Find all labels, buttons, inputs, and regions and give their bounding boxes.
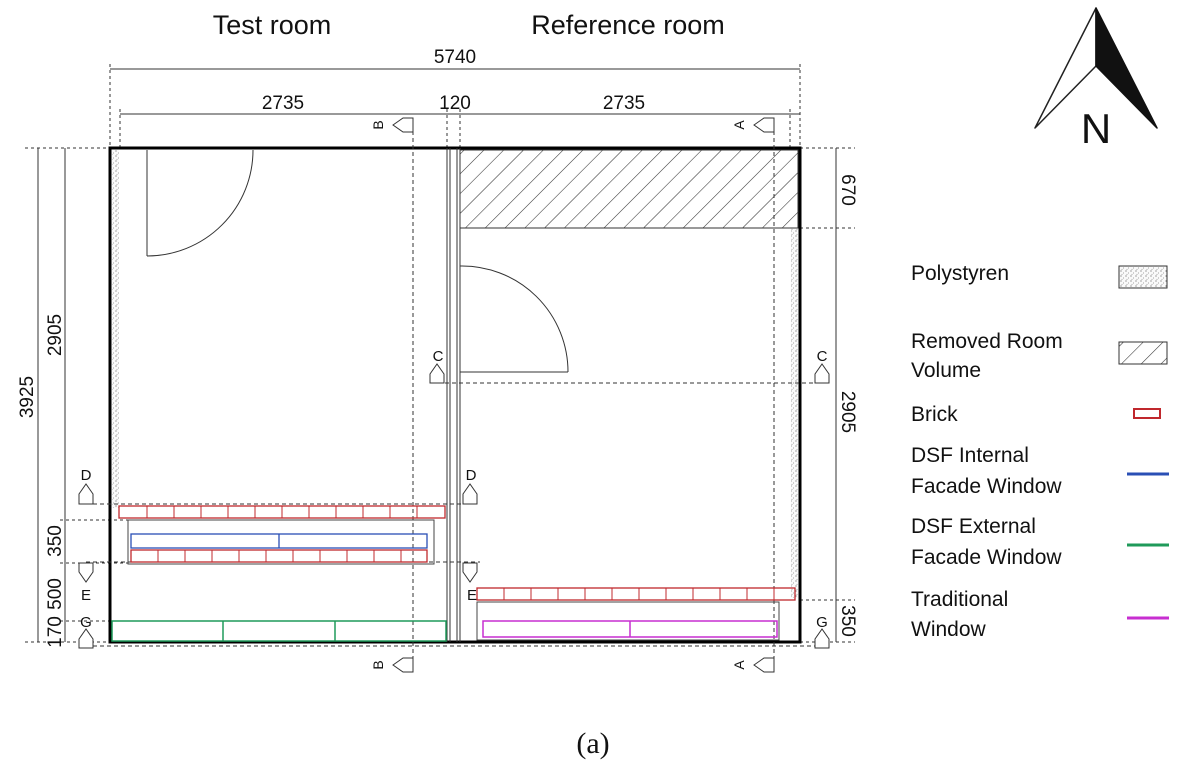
svg-text:G: G (80, 614, 92, 631)
dim-test-170: 170 (45, 616, 66, 648)
section-marker-c-right: C (814, 348, 830, 384)
reference-room-title: Reference room (531, 10, 725, 40)
partition-wall (446, 148, 461, 642)
section-marker-a-bottom: A (731, 657, 775, 673)
svg-text:C: C (817, 348, 828, 365)
dim-ref-670: 670 (837, 174, 858, 206)
svg-text:D: D (466, 467, 477, 484)
dim-ref-350: 350 (837, 605, 858, 637)
left-dimensions (25, 147, 128, 643)
svg-text:G: G (816, 614, 828, 631)
legend: Polystyren Removed Room Volume Brick DSF… (911, 262, 1169, 641)
svg-text:C: C (433, 348, 444, 365)
north-arrow: N (1034, 7, 1158, 152)
legend-label-polystyrene: Polystyren (911, 262, 1009, 285)
reference-room-door (459, 265, 569, 373)
test-window-zone (111, 505, 447, 642)
outer-walls (108, 146, 802, 644)
dim-wall: 120 (439, 93, 471, 114)
legend-swatch-hatch (1118, 341, 1168, 365)
section-marker-e-left: E (78, 562, 94, 604)
section-marker-d-right: D (462, 467, 478, 505)
svg-text:A: A (731, 120, 747, 130)
dim-ref-2905: 2905 (837, 391, 858, 433)
legend-label-dsf-internal: DSF Internal Facade Window (911, 444, 1062, 498)
section-marker-c-left: C (429, 348, 445, 384)
svg-text:D: D (81, 467, 92, 484)
test-room-door (146, 149, 254, 257)
legend-label-traditional: Traditional Window (911, 588, 1014, 641)
section-marker-a-top: A (731, 117, 775, 133)
svg-text:B: B (370, 660, 386, 669)
north-label: N (1081, 105, 1111, 152)
top-dimensions (109, 64, 801, 150)
dim-ref-width: 2735 (603, 93, 645, 114)
svg-text:A: A (731, 660, 747, 670)
dim-total-width: 5740 (434, 47, 476, 68)
legend-label-brick: Brick (911, 403, 958, 426)
section-marker-g-left: G (78, 614, 94, 649)
removed-room-volume (459, 149, 799, 229)
legend-swatch-polystyrene (1118, 265, 1168, 289)
dim-test-width: 2735 (262, 93, 304, 114)
dim-total-height: 3925 (17, 376, 38, 418)
section-marker-g-right: G (814, 614, 830, 649)
svg-text:B: B (370, 120, 386, 129)
legend-removed-line2: Volume (911, 359, 981, 382)
right-dimensions (800, 147, 855, 643)
legend-swatch-brick (1133, 408, 1161, 419)
section-marker-e-right: E (462, 562, 478, 604)
test-room-title: Test room (213, 10, 332, 40)
legend-label-dsf-external: DSF External Facade Window (911, 515, 1062, 569)
svg-text:E: E (467, 587, 477, 604)
figure-caption: (a) (576, 727, 609, 760)
legend-removed-line1: Removed Room (911, 330, 1063, 353)
section-marker-d-left: D (78, 467, 94, 505)
section-marker-b-top: B (370, 117, 414, 133)
legend-label-removed-volume: Removed Room Volume (911, 330, 1069, 382)
dim-test-500: 500 (45, 578, 66, 610)
svg-text:E: E (81, 587, 91, 604)
dim-test-350: 350 (45, 525, 66, 557)
reference-window-zone (476, 587, 796, 641)
dim-test-upper: 2905 (45, 314, 66, 356)
section-marker-b-bottom: B (370, 657, 414, 673)
